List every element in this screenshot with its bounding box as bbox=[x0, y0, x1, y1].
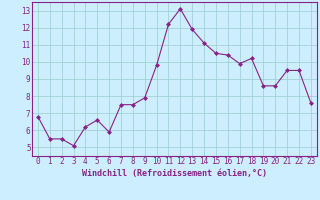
X-axis label: Windchill (Refroidissement éolien,°C): Windchill (Refroidissement éolien,°C) bbox=[82, 169, 267, 178]
